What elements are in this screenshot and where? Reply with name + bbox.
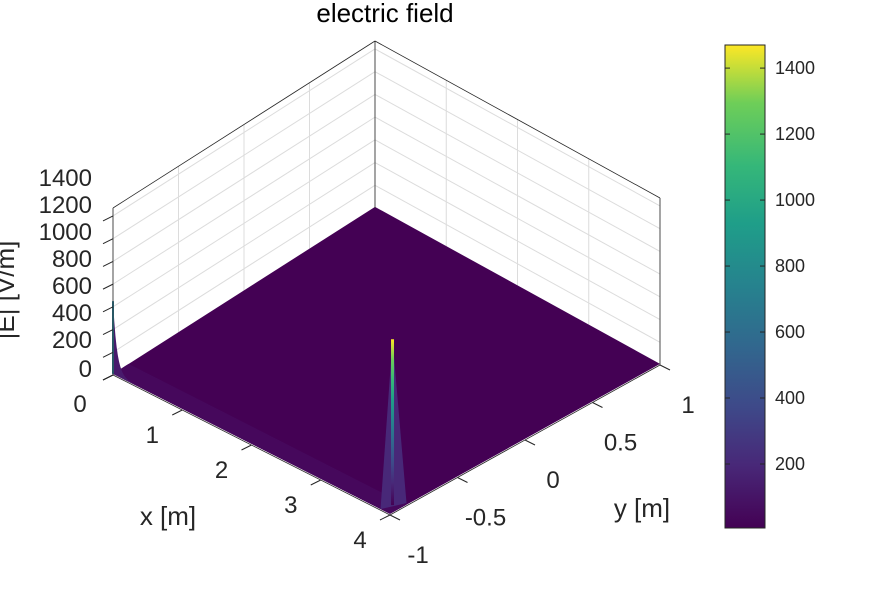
y-tick-label: 0 — [546, 467, 559, 494]
grid-line — [374, 184, 661, 343]
x-tick-label: 3 — [284, 492, 297, 519]
y-tick-label: 1 — [681, 392, 694, 419]
z-tick-label: 1400 — [39, 165, 92, 192]
x-tick-label: 4 — [353, 527, 366, 554]
x-tick — [310, 479, 321, 486]
surface-peak — [391, 339, 395, 506]
colorbar-tick-label: 1400 — [775, 58, 815, 78]
z-tick — [102, 329, 114, 336]
y-tick — [524, 439, 536, 446]
y-tick — [389, 514, 401, 521]
y-tick-label: -0.5 — [465, 505, 506, 532]
grid-line — [374, 48, 661, 207]
colorbar: 200 400 600 800 1000 1200 1400 — [724, 44, 815, 529]
z-tick — [102, 351, 114, 358]
colorbar-tick-label: 200 — [775, 454, 805, 474]
x-tick — [241, 444, 252, 451]
y-tick — [457, 477, 468, 483]
chart-title: electric field — [316, 0, 453, 28]
z-tick — [102, 283, 114, 290]
z-tick-label: 800 — [52, 246, 92, 273]
z-tick — [102, 260, 114, 267]
surface — [112, 206, 660, 514]
x-tick-label: 0 — [73, 391, 86, 418]
x-tick-label: 1 — [146, 422, 159, 449]
x-tick — [172, 409, 183, 416]
x-tick-label: 2 — [215, 457, 228, 484]
grid-line — [112, 184, 376, 353]
colorbar-gradient — [724, 44, 766, 529]
grid-line — [374, 162, 661, 320]
grid-line — [112, 116, 376, 285]
grid-line — [112, 93, 376, 262]
z-tick-label: 400 — [52, 300, 92, 327]
colorbar-tick-label: 600 — [775, 322, 805, 342]
grid-line — [374, 71, 661, 230]
grid-line — [112, 162, 376, 330]
y-tick — [592, 402, 603, 408]
colorbar-tick-label: 1000 — [775, 190, 815, 210]
z-tick-label: 1000 — [39, 219, 92, 246]
z-tick-label: 600 — [52, 273, 92, 300]
box-edge — [112, 40, 376, 209]
x-tick — [379, 514, 391, 521]
z-tick-label: 0 — [79, 356, 92, 383]
z-axis-label: |E| [V/m] — [0, 241, 20, 340]
surface-edge-rise — [113, 300, 138, 387]
y-tick-label: -1 — [407, 542, 428, 569]
box-edge — [374, 40, 661, 199]
surface-edge-band — [113, 363, 407, 514]
x-axis-label: x [m] — [140, 501, 196, 531]
colorbar-tick-label: 800 — [775, 256, 805, 276]
z-tick — [102, 238, 114, 245]
grid-line — [112, 71, 376, 240]
y-tick — [659, 364, 671, 371]
z-tick — [102, 215, 114, 222]
grid-line — [112, 139, 376, 308]
colorbar-tick-label: 400 — [775, 388, 805, 408]
y-tick-label: 0.5 — [604, 430, 637, 457]
z-tick — [102, 374, 114, 381]
z-tick — [102, 306, 114, 313]
z-tick-label: 200 — [52, 327, 92, 354]
grid-line — [374, 139, 661, 298]
y-axis-label: y [m] — [614, 493, 670, 523]
axes: 01234-1-0.500.51020040060080010001200140… — [39, 40, 695, 569]
grid-line — [112, 48, 376, 217]
colorbar-tick-label: 1200 — [775, 124, 815, 144]
z-tick-label: 1200 — [39, 192, 92, 219]
grid-line — [374, 116, 661, 275]
grid-line — [374, 93, 661, 252]
